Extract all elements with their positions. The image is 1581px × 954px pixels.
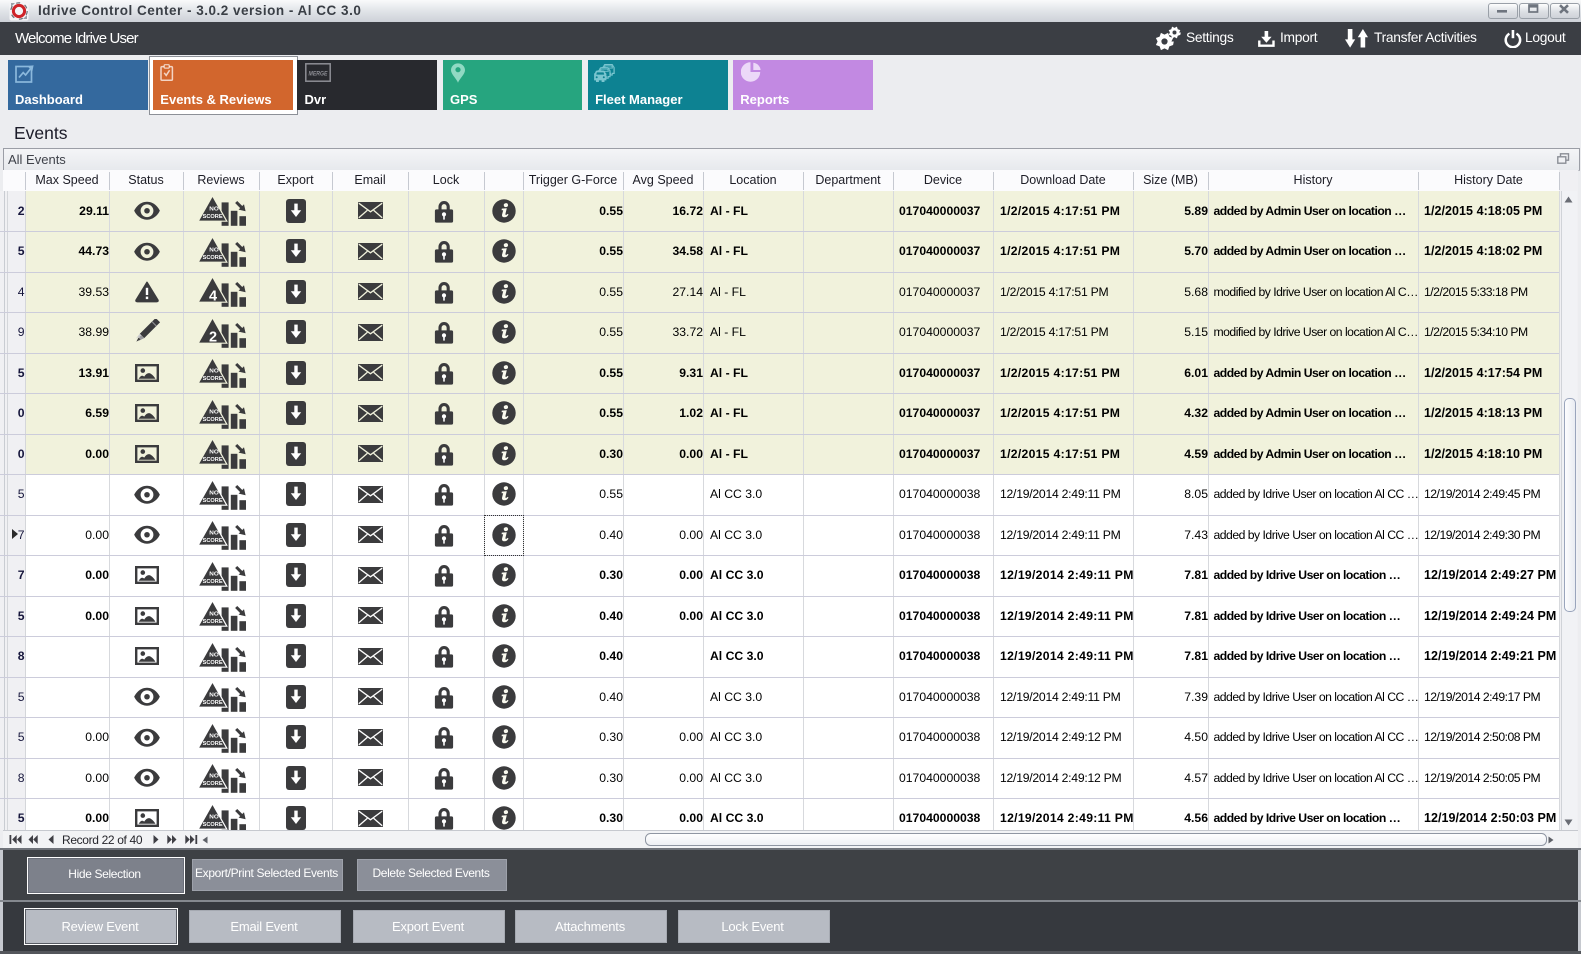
svg-text:NO: NO bbox=[209, 774, 219, 780]
svg-text:SCORE: SCORE bbox=[202, 498, 222, 504]
svg-text:SCORE: SCORE bbox=[202, 700, 222, 706]
svg-text:NO: NO bbox=[209, 693, 219, 699]
svg-text:SCORE: SCORE bbox=[202, 781, 222, 787]
svg-text:SCORE: SCORE bbox=[202, 579, 222, 585]
svg-text:2: 2 bbox=[208, 329, 216, 345]
svg-text:NO: NO bbox=[209, 490, 219, 496]
svg-text:NO: NO bbox=[209, 450, 219, 456]
svg-text:NO: NO bbox=[209, 531, 219, 537]
svg-text:SCORE: SCORE bbox=[202, 457, 222, 463]
svg-text:NO: NO bbox=[209, 571, 219, 577]
svg-text:SCORE: SCORE bbox=[202, 660, 222, 666]
svg-text:NO: NO bbox=[209, 247, 219, 253]
svg-text:NO: NO bbox=[209, 652, 219, 658]
svg-text:NO: NO bbox=[209, 733, 219, 739]
svg-text:SCORE: SCORE bbox=[202, 417, 222, 423]
svg-text:SCORE: SCORE bbox=[202, 822, 222, 828]
svg-text:NO: NO bbox=[209, 207, 219, 213]
svg-text:SCORE: SCORE bbox=[202, 214, 222, 220]
svg-text:NO: NO bbox=[209, 612, 219, 618]
svg-text:MERGE: MERGE bbox=[309, 71, 329, 78]
svg-text:SCORE: SCORE bbox=[202, 741, 222, 747]
svg-text:NO: NO bbox=[209, 814, 219, 820]
svg-text:NO: NO bbox=[209, 409, 219, 415]
svg-text:SCORE: SCORE bbox=[202, 376, 222, 382]
svg-text:SCORE: SCORE bbox=[202, 538, 222, 544]
svg-text:4: 4 bbox=[208, 289, 216, 305]
svg-text:SCORE: SCORE bbox=[202, 255, 222, 261]
svg-text:SCORE: SCORE bbox=[202, 619, 222, 625]
svg-text:NO: NO bbox=[209, 369, 219, 375]
